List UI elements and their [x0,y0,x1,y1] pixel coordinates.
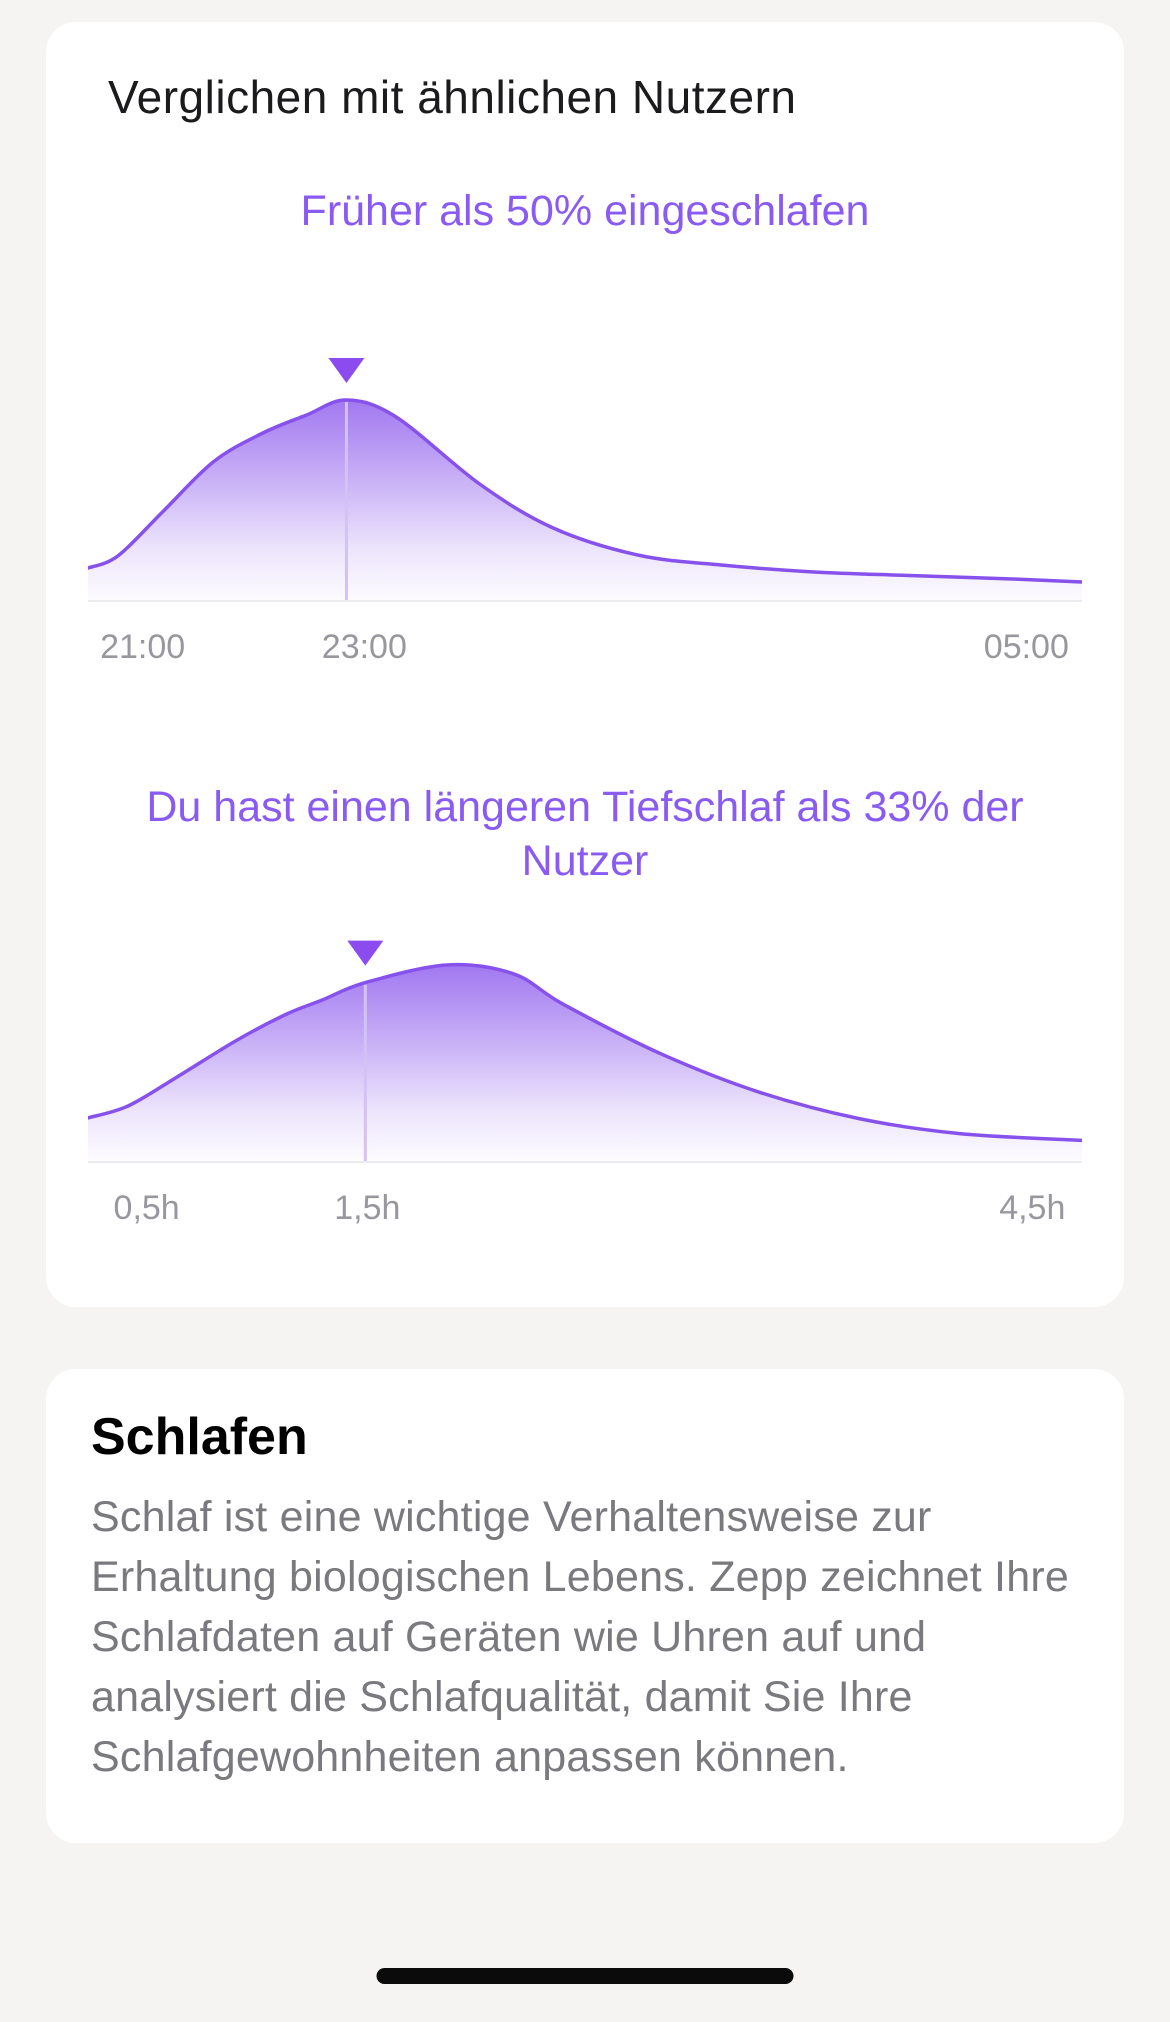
sleep-comparison-screen: Verglichen mit ähnlichen Nutzern Früher … [0,22,1170,2022]
deep-sleep-distribution-curve [88,940,1082,1163]
deep-sleep-x-axis: 0,5h 1,5h 4,5h [88,1187,1082,1229]
marker-triangle-icon [347,940,384,966]
x-axis-tick-label: 21:00 [100,628,186,666]
sleep-onset-distribution-curve [88,358,1082,602]
distribution-area-fill [88,399,1082,600]
x-axis-tick-label: 1,5h [334,1189,401,1227]
distribution-curve-stroke [88,962,1082,1143]
sleep-onset-x-axis: 21:00 23:00 05:00 [88,626,1082,668]
marker-triangle-icon [328,358,365,383]
x-axis-tick-label: 05:00 [983,628,1069,666]
info-card-body: Schlaf ist eine wichtige Verhaltensweise… [91,1493,1069,1781]
card-title: Verglichen mit ähnlichen Nutzern [108,71,797,123]
comparison-card: Verglichen mit ähnlichen Nutzern Früher … [46,22,1124,1307]
distribution-area-fill [88,964,1082,1161]
sleep-onset-distribution-chart: Früher als 50% eingeschlafen 21:00 23:00 0… [88,184,1082,668]
x-axis-tick-label: 0,5h [113,1189,180,1227]
sleep-info-card: Schlafen Schlaf ist eine wichtige Verhal… [46,1369,1124,1843]
distribution-curve-stroke [88,398,1082,584]
x-axis-tick-label: 23:00 [321,628,407,666]
home-indicator[interactable] [376,1968,794,1984]
x-axis-tick-label: 4,5h [999,1189,1066,1227]
deep-sleep-chart-title: Du hast einen längeren Tiefschlaf als 33… [146,783,1024,885]
info-card-title: Schlafen [91,1408,308,1466]
deep-sleep-distribution-chart: Du hast einen längeren Tiefschlaf als 33… [88,780,1082,1229]
sleep-onset-chart-title: Früher als 50% eingeschlafen [300,187,870,235]
